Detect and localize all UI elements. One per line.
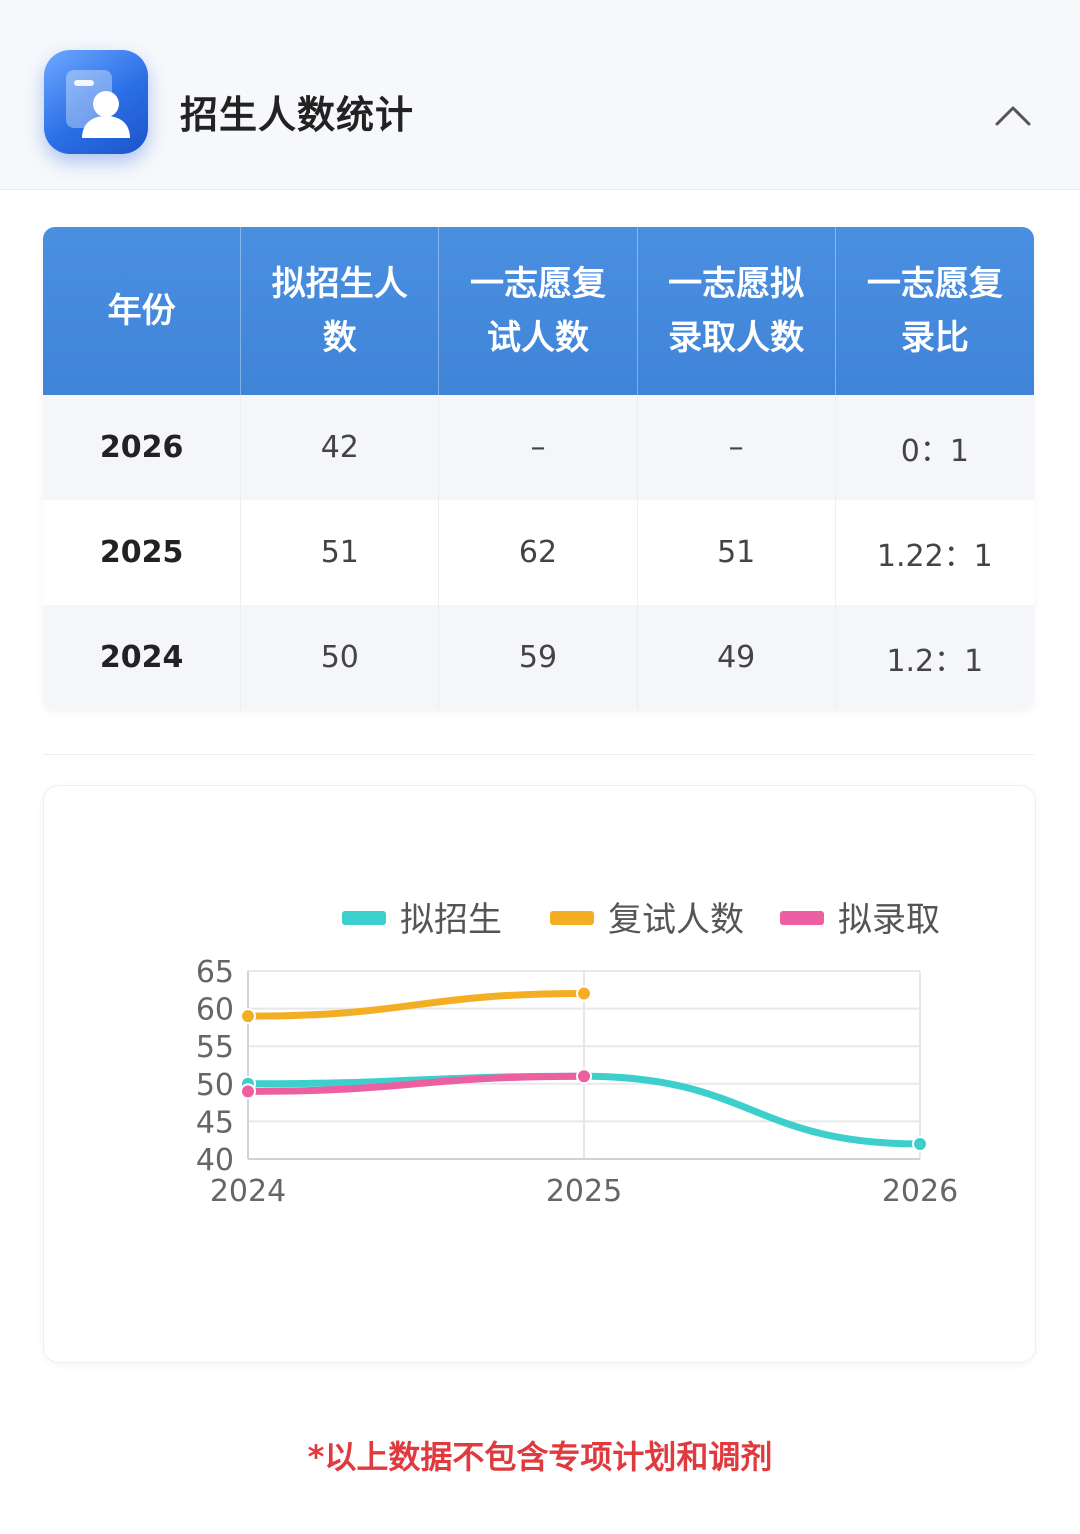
chart-card: 40 45 50 55 60 65 2024 2025 2026 拟招生 复试人数 拟录取: [43, 785, 1036, 1363]
data-point: [240, 1083, 256, 1100]
header-cell-plan: 拟招生人 数: [241, 227, 440, 395]
header-line: 一志愿复: [469, 264, 606, 304]
cell-year: 2026: [43, 395, 242, 500]
legend-label: 拟招生: [400, 900, 502, 940]
y-tick-label: 45: [196, 1105, 234, 1140]
x-tick-label: 2024: [210, 1174, 286, 1209]
collapse-button[interactable]: [988, 94, 1038, 138]
header-line: 试人数: [486, 318, 589, 358]
series-line: [244, 990, 588, 1020]
cell-ratio: 1.22：1: [876, 538, 993, 574]
header-cell-ratio: 一志愿复 录比: [836, 227, 1034, 395]
cell-ratio: 0：1: [900, 433, 969, 469]
profile-card-icon: [44, 50, 148, 154]
header-cell-admit: 一志愿拟 录取人数: [638, 227, 836, 395]
section-divider: [43, 754, 1034, 755]
y-tick-label: 50: [196, 1068, 234, 1103]
enrollment-table: 年份 拟招生人 数 一志愿复 试人数 一志愿拟 录取人数 一志愿复 录比: [43, 227, 1034, 710]
data-point: [912, 1135, 928, 1152]
cell-admit: –: [638, 395, 836, 500]
header-cell-year: 年份: [43, 227, 242, 395]
header-cell-retest: 一志愿复 试人数: [439, 227, 638, 395]
cell-admit: 49: [638, 605, 836, 710]
cell-plan: 51: [241, 500, 440, 605]
table-row: 2026 42 – – 0：1: [43, 395, 1034, 500]
y-tick-label: 65: [196, 955, 234, 990]
header-line: 年份: [107, 291, 176, 331]
legend-label: 复试人数: [608, 900, 744, 940]
footnote: *以上数据不包含专项计划和调剂: [307, 1438, 773, 1476]
cell-plan: 42: [241, 395, 440, 500]
cell-year: 2024: [43, 605, 242, 710]
table-row: 2024 50 59 49 1.2：1: [43, 605, 1034, 710]
y-tick-label: 40: [196, 1143, 234, 1178]
cell-admit: 51: [638, 500, 836, 605]
cell-plan: 50: [241, 605, 440, 710]
series-line: [244, 1072, 588, 1095]
cell-year: 2025: [43, 500, 242, 605]
data-point: [240, 1008, 256, 1025]
legend-swatch: [342, 911, 386, 925]
x-tick-label: 2025: [546, 1174, 622, 1209]
cell-retest: 62: [439, 500, 638, 605]
y-tick-label: 55: [196, 1030, 234, 1065]
legend-swatch: [780, 911, 824, 925]
section-header[interactable]: 招生人数统计: [0, 14, 1080, 190]
data-point: [576, 985, 592, 1002]
cell-retest: 59: [439, 605, 638, 710]
header-line: 数: [322, 318, 357, 358]
header-line: 一志愿拟: [668, 264, 805, 304]
page-title: 招生人数统计: [180, 93, 415, 137]
legend-label: 拟录取: [838, 900, 940, 940]
header-line: 录比: [900, 318, 969, 358]
legend-swatch: [550, 911, 594, 925]
cell-ratio: 1.2：1: [886, 643, 984, 679]
table-row: 2025 51 62 51 1.22：1: [43, 500, 1034, 605]
header-line: 一志愿复: [866, 264, 1003, 304]
data-point: [576, 1068, 592, 1085]
header-line: 拟招生人: [271, 264, 408, 304]
header-line: 录取人数: [668, 318, 805, 358]
x-tick-label: 2026: [882, 1174, 958, 1209]
cell-retest: –: [439, 395, 638, 500]
chevron-up-icon: [995, 106, 1031, 126]
y-tick-label: 60: [196, 993, 234, 1028]
table-header-row: 年份 拟招生人 数 一志愿复 试人数 一志愿拟 录取人数 一志愿复 录比: [43, 227, 1034, 395]
